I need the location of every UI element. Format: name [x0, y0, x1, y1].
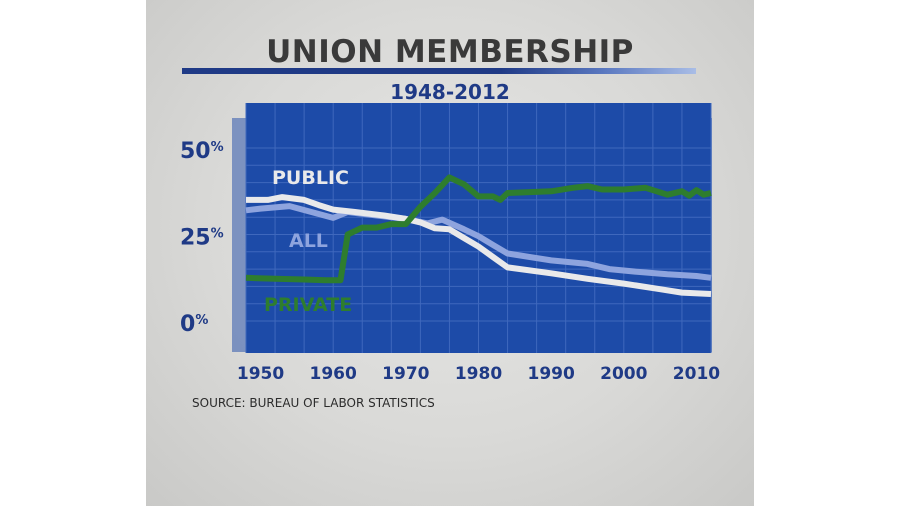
x-tick-label: 1990	[527, 364, 574, 384]
chart-subtitle: 1948-2012	[390, 80, 510, 104]
series-line-all	[245, 203, 712, 281]
line-chart: 0% 25% 50% 1950 1960 1970 1980 1990 2000 2010 PU…	[180, 103, 720, 384]
y-tick-label: 0%	[180, 312, 208, 337]
x-tick-label: 1970	[382, 364, 429, 384]
series-lines	[245, 174, 712, 297]
x-tick-label: 1950	[237, 364, 284, 384]
series-label-all: ALL	[289, 230, 328, 252]
y-tick-label: 50%	[180, 139, 224, 164]
x-axis-ticks: 1950 1960 1970 1980 1990 2000 2010	[237, 364, 720, 384]
series-label-private: PRIVATE	[264, 294, 352, 316]
x-tick-label: 1960	[310, 364, 357, 384]
series-label-public: PUBLIC	[272, 167, 349, 189]
title-underline	[182, 68, 696, 74]
series-line-public	[246, 194, 712, 297]
y-tick-label: 25%	[180, 226, 224, 251]
y-axis-ticks: 0% 25% 50%	[180, 139, 224, 337]
x-tick-label: 1980	[455, 364, 502, 384]
x-tick-label: 2010	[673, 364, 720, 384]
series-line-private	[245, 174, 712, 284]
series-labels: PUBLIC ALL PRIVATE	[264, 167, 352, 316]
x-tick-label: 2000	[600, 364, 647, 384]
chart-panel: UNION MEMBERSHIP 1948-2012 0% 25% 50% 1950…	[146, 0, 754, 506]
chart-title: UNION MEMBERSHIP	[266, 34, 634, 70]
grid-lines	[245, 103, 712, 353]
source-note: SOURCE: BUREAU OF LABOR STATISTICS	[192, 396, 435, 410]
